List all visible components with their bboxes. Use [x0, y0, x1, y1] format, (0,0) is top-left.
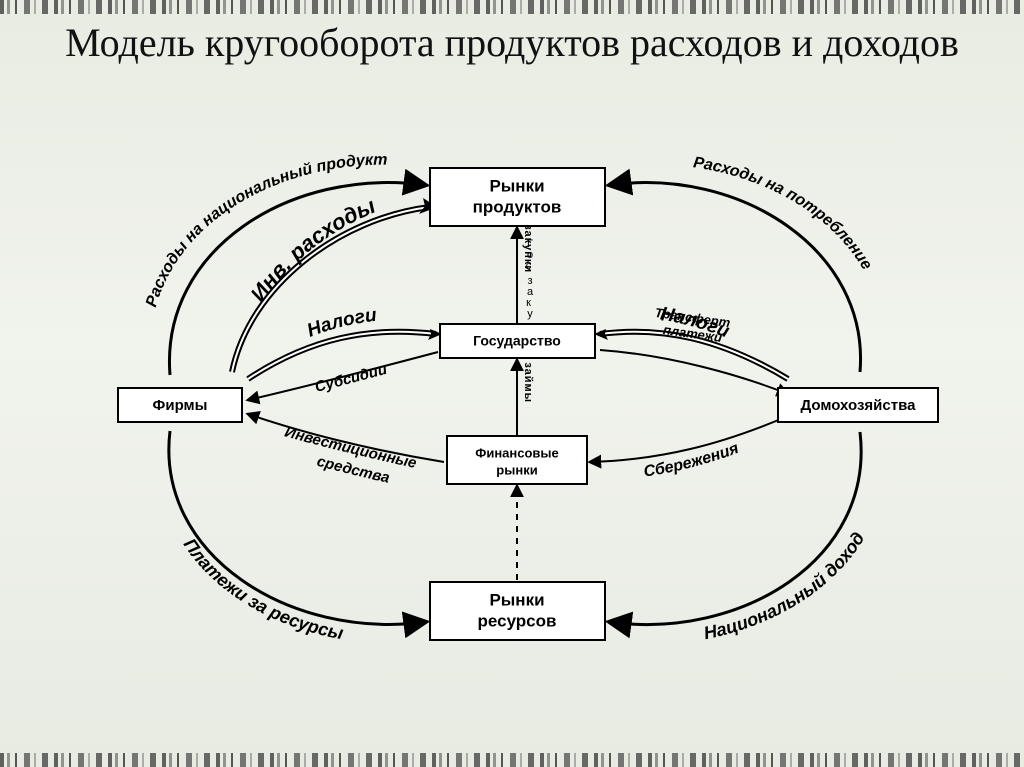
svg-text:Рынки: Рынки — [489, 590, 544, 609]
svg-text:рынки: рынки — [496, 462, 537, 477]
flow-arcs — [169, 183, 861, 625]
svg-text:Домохозяйства: Домохозяйства — [801, 397, 917, 414]
node-financial-markets: Финансовые рынки — [447, 436, 587, 484]
svg-text:Инв. расходы: Инв. расходы — [245, 193, 379, 307]
svg-text:Фирмы: Фирмы — [153, 397, 208, 414]
node-firms: Фирмы — [118, 388, 242, 422]
circular-flow-diagram: Расходы на национальный продукт Расходы … — [0, 0, 1024, 767]
node-product-markets: Рынки продуктов — [430, 168, 605, 226]
node-government: Государство — [440, 324, 595, 358]
node-resource-markets: Рынки ресурсов — [430, 582, 605, 640]
svg-text:Финансовые: Финансовые — [475, 445, 559, 460]
svg-text:Рынки: Рынки — [489, 176, 544, 195]
svg-text:Платежи за ресурсы: Платежи за ресурсы — [180, 535, 346, 644]
svg-text:Государство: Государство — [473, 333, 561, 349]
svg-text:продуктов: продуктов — [473, 197, 562, 216]
node-households: Домохозяйства — [778, 388, 938, 422]
svg-text:ресурсов: ресурсов — [478, 611, 557, 630]
svg-text:Сбережения: Сбережения — [643, 440, 742, 481]
svg-text:Расходы на потребление: Расходы на потребление — [692, 154, 875, 273]
svg-text:Субсидии: Субсидии — [313, 361, 389, 396]
